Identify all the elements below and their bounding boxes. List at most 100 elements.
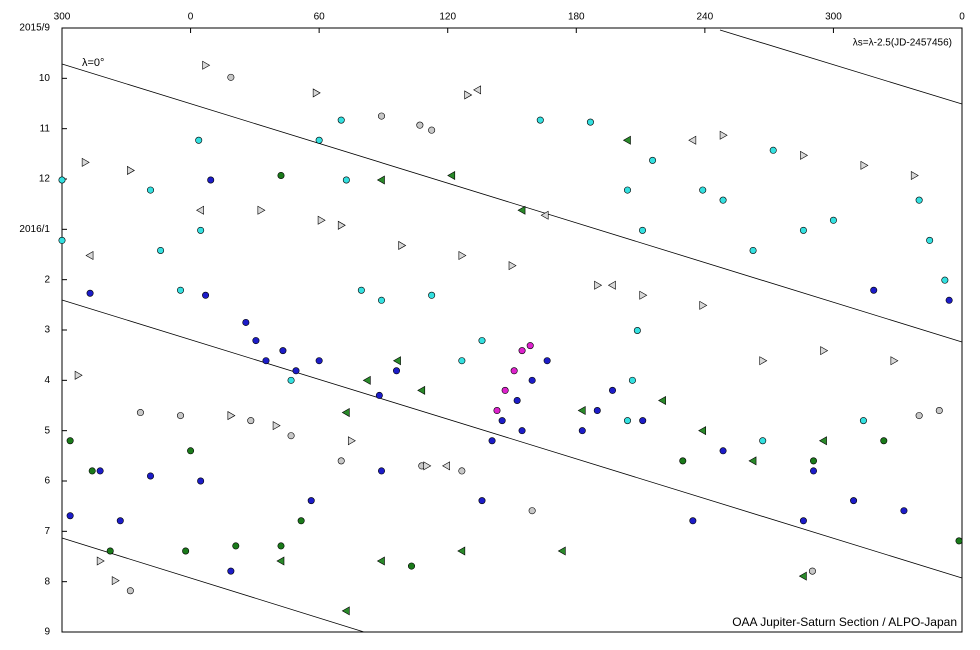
point	[182, 547, 190, 555]
point	[829, 216, 837, 224]
point	[227, 73, 235, 81]
point	[818, 436, 827, 446]
point	[633, 327, 641, 335]
point	[689, 517, 697, 525]
y-tick-label: 7	[44, 526, 50, 537]
point	[769, 146, 777, 154]
point	[945, 296, 953, 304]
point	[719, 130, 728, 140]
x-tick-label: 180	[568, 12, 585, 23]
point	[423, 461, 432, 471]
point	[808, 567, 816, 575]
point	[315, 357, 323, 365]
point	[809, 467, 817, 475]
y-tick-label: 12	[39, 174, 51, 185]
drift-line	[61, 63, 963, 343]
point	[187, 447, 195, 455]
point	[376, 556, 385, 566]
point	[607, 280, 616, 290]
y-tick-label: 2	[44, 274, 50, 285]
point	[820, 346, 829, 356]
point	[127, 165, 135, 175]
point	[608, 386, 616, 394]
point	[392, 356, 401, 366]
point	[915, 412, 923, 420]
point	[116, 517, 124, 525]
x-tick-label: 240	[697, 12, 714, 23]
point	[528, 507, 536, 515]
point	[493, 407, 501, 415]
point	[478, 497, 486, 505]
point	[147, 186, 155, 194]
y-tick-label: 2016/1	[19, 224, 50, 235]
point	[147, 472, 155, 480]
point	[377, 112, 385, 120]
point	[337, 116, 345, 124]
point	[342, 176, 350, 184]
point	[859, 417, 867, 425]
point	[416, 121, 424, 129]
point	[593, 407, 601, 415]
point	[136, 409, 144, 417]
point	[317, 215, 326, 225]
point	[536, 116, 544, 124]
point	[798, 571, 807, 581]
credit-box	[686, 612, 960, 630]
point	[719, 447, 727, 455]
point	[935, 407, 943, 415]
point	[58, 176, 66, 184]
point	[292, 367, 300, 375]
point	[518, 427, 526, 435]
point	[207, 176, 215, 184]
point	[86, 289, 94, 297]
point	[926, 236, 934, 244]
point	[277, 542, 285, 550]
x-tick-label: 120	[439, 12, 456, 23]
point	[197, 477, 205, 485]
point	[392, 367, 400, 375]
point	[247, 417, 255, 425]
point	[457, 546, 466, 556]
point	[478, 337, 486, 345]
point	[106, 547, 114, 555]
point	[257, 205, 266, 215]
point	[699, 300, 708, 310]
point	[279, 347, 287, 355]
point	[900, 507, 908, 515]
point	[759, 437, 767, 445]
point	[850, 497, 858, 505]
point	[337, 220, 346, 230]
point	[417, 385, 426, 395]
point	[623, 186, 631, 194]
point	[398, 240, 407, 250]
point	[699, 186, 707, 194]
x-tick-label: 0	[959, 12, 965, 23]
point	[96, 556, 105, 566]
point	[540, 210, 549, 220]
point	[262, 357, 270, 365]
point	[66, 437, 74, 445]
x-tick-label: 300	[54, 12, 71, 23]
point	[543, 357, 551, 365]
point	[698, 426, 707, 436]
point	[58, 236, 66, 244]
point	[658, 395, 666, 405]
point	[442, 461, 450, 471]
credit: OAA Jupiter-Saturn Section / ALPO-Japan	[732, 615, 957, 629]
point	[66, 512, 74, 520]
point	[748, 456, 757, 466]
point	[287, 432, 295, 440]
point	[88, 467, 96, 475]
point	[649, 156, 657, 164]
point	[577, 406, 586, 416]
point	[197, 226, 205, 234]
point	[526, 342, 534, 350]
point	[272, 421, 281, 431]
y-tick-label: 5	[44, 425, 50, 436]
point	[195, 136, 203, 144]
point	[157, 246, 165, 254]
point	[227, 411, 236, 421]
point	[357, 286, 365, 294]
point	[528, 376, 536, 384]
